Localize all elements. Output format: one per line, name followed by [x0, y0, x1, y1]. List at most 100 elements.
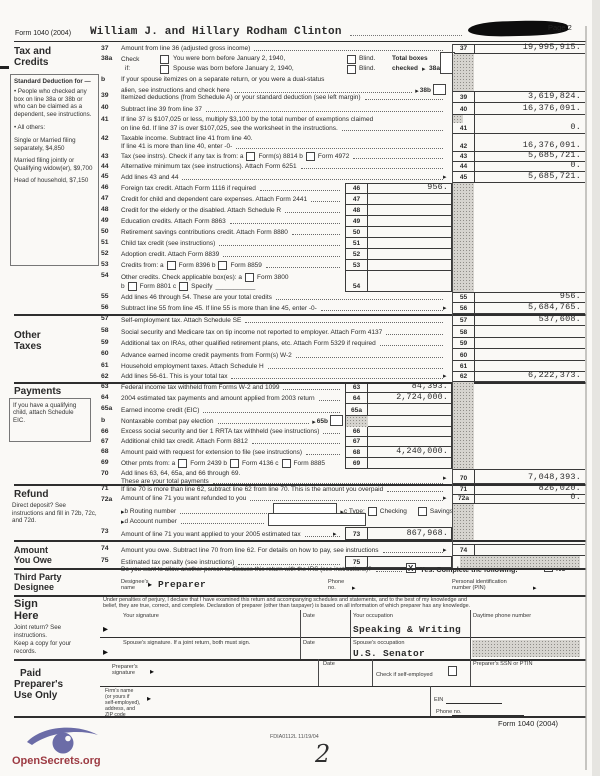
line-label-area: Credit for child and dependent care expe… — [121, 194, 343, 205]
checkbox-icon — [160, 55, 169, 64]
line-label-area: If line 70 is more than line 62, subtrac… — [121, 484, 446, 495]
cell-line-number: 53 — [346, 260, 368, 270]
form-line-71: 71 If line 70 is more than line 62, subtr… — [0, 483, 600, 495]
designee-phone-label: Phone no. — [328, 579, 344, 591]
dotted-leader — [320, 310, 443, 311]
cell-amount — [368, 227, 451, 237]
designee-name-label: Designee's name — [121, 579, 149, 591]
line-label: Self-employment tax. Attach Schedule SE — [121, 317, 242, 324]
rule-vertical — [372, 659, 373, 686]
checkbox-icon — [367, 507, 377, 516]
right-line-number: 57 — [452, 314, 475, 326]
arrow-icon: ▸ — [422, 66, 426, 73]
rule-divider — [14, 484, 586, 486]
line-label-area: Education credits. Attach Form 8863 — [121, 216, 343, 227]
form-line-55: 55 Add lines 46 through 54. These are you… — [0, 291, 600, 303]
line-number: 40 — [101, 104, 109, 111]
line-number: b — [101, 76, 106, 83]
line-number: 42 — [101, 135, 109, 142]
line-label-2: If line 41 is more than line 40, enter -… — [121, 143, 233, 150]
line-label-area: Other pmts from: a Form 2439 b Form 4136 c… — [121, 458, 343, 469]
perjury-statement: Under penalties of perjury, I declare th… — [103, 597, 581, 609]
line-label: Amount of line 71 you want applied to yo… — [121, 531, 301, 538]
line-text-row: Social security and Medicare tax on tip … — [121, 329, 446, 337]
line-label: Excess social security and tier 1 RRTA t… — [121, 428, 320, 435]
line-text-row: Retirement savings contributions credit.… — [121, 229, 343, 237]
cell-amount — [368, 194, 451, 204]
arrow-icon: ▸ — [443, 174, 447, 181]
line-number: 69 — [101, 459, 109, 466]
label-line: Firm's name — [105, 688, 134, 694]
note-text: • All others: — [14, 124, 46, 132]
dotted-leader — [291, 234, 340, 235]
section-other-taxes: Other Taxes — [14, 330, 42, 352]
joint-return-note: Joint return? See instructions. — [14, 624, 62, 639]
line-label-2: on line 6d. If line 37 is over $107,025,… — [121, 125, 338, 132]
preparer-signature-label: Preparer's signature — [112, 664, 138, 676]
line-label-area: Excess social security and tier 1 RRTA t… — [121, 427, 343, 437]
label-line: (or yours if — [105, 694, 130, 700]
right-line-number: 55 — [452, 292, 475, 303]
line-number: 72a — [101, 496, 113, 503]
note-text: Married filing jointly or Qualifying wid… — [14, 157, 93, 172]
section-title-line: Other — [14, 330, 41, 341]
line-label: Social security and Medicare tax on tip … — [121, 329, 383, 336]
form-line-48: 48 Credit for the elderly or the disabled… — [0, 205, 600, 216]
cell-line-number: 73 — [346, 528, 368, 539]
line-label-area: Add lines 46 through 54. These are your … — [121, 292, 446, 303]
arrow-icon: ▸ — [415, 88, 419, 95]
line-label: Retirement savings contributions credit.… — [121, 229, 288, 236]
line-label: Amount from line 36 (adjusted gross inco… — [121, 45, 251, 52]
line-text-row: Amount you owe. Subtract line 70 from li… — [121, 547, 446, 555]
line-label: If your spouse itemizes on a separate re… — [121, 76, 325, 83]
rule-divider — [14, 568, 586, 570]
right-amount: 0. — [475, 160, 585, 172]
line-label-part: Tax (see instrs). Check if any tax is fr… — [121, 153, 244, 160]
right-line-number: 59 — [452, 338, 475, 349]
line-text-row: Additional tax on IRAs, other qualified … — [121, 340, 446, 348]
line-number: 63 — [101, 383, 109, 390]
check-word: if: — [125, 65, 131, 72]
line-number: 50 — [101, 228, 109, 235]
form-line-37: 37 Amount from line 36 (adjusted gross in… — [0, 42, 600, 54]
checkbox-icon — [281, 459, 291, 468]
rule-divider — [14, 595, 586, 597]
line-label: Estimated tax penalty (see instructions) — [121, 559, 235, 566]
line-text-row: Nontaxable combat pay election ▸ 65b — [121, 415, 343, 426]
line-text-row: If line 41 is more than line 40, enter -… — [121, 143, 446, 151]
line-text-row: Foreign tax credit. Attach Form 1116 if … — [121, 185, 343, 193]
arrow-icon: ▸ — [443, 305, 447, 312]
label-line: Preparer's — [112, 664, 138, 670]
amount-cell: 64 2,724,000. — [345, 393, 452, 404]
form-line-72d: ▸ d Account number — [0, 513, 600, 527]
savings-label: Savings — [429, 508, 453, 515]
designee-pin-label: Personal identification number (PIN) — [452, 579, 507, 591]
shaded-area — [453, 54, 474, 91]
rule-divider — [14, 40, 586, 42]
right-amount: 16,376,091. — [475, 134, 585, 152]
line-label-area: Add lines 43 and 44 — [121, 172, 446, 183]
form-line-62: 62 Add lines 56-61. This is your total ta… — [0, 370, 600, 382]
arrow-icon: ▸ — [340, 509, 344, 516]
cell-line-number: 46 — [346, 184, 368, 193]
type-label: c Type: — [343, 508, 365, 515]
dotted-leader — [364, 99, 443, 100]
preparer-ssn-label: Preparer's SSN or PTIN — [473, 661, 533, 667]
total-boxes-label: Total boxes — [392, 55, 428, 62]
entry-box — [433, 84, 446, 95]
form-line-41: 41 If line 37 is $107,025 or less, multip… — [0, 115, 600, 134]
line-text-row: Education credits. Attach Form 8863 — [121, 218, 343, 226]
line-number: 41 — [101, 116, 109, 123]
dotted-leader — [212, 483, 443, 484]
your-occupation-label: Your occupation — [353, 613, 393, 619]
eic-note: If you have a qualifying child, attach S… — [9, 398, 91, 442]
form-line-72a: 72a Amount of line 71 you want refunded t… — [0, 492, 600, 504]
right-amount — [475, 544, 585, 556]
checkbox-icon — [230, 459, 240, 468]
line-text-row: Credit for the elderly or the disabled. … — [121, 207, 343, 215]
line-text-row: Tax (see instrs). Check if any tax is fr… — [121, 152, 446, 161]
form-line-53: 53 Credits from: a Form 8396 b Form 8859 53 — [0, 260, 600, 271]
date-label: Date — [303, 613, 315, 619]
line-label-area: Estimated tax penalty (see instructions) — [121, 556, 343, 568]
